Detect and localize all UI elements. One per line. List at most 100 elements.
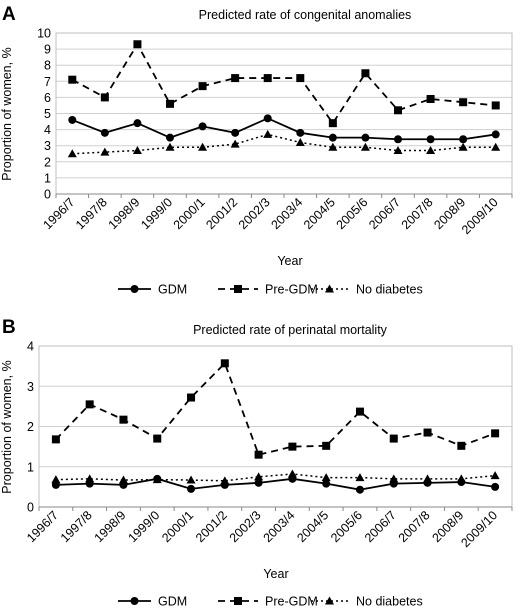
panel-a-y-tick-label: 1: [44, 171, 51, 185]
panel-b-data-point: [322, 479, 331, 488]
panel-b-data-point: [389, 479, 398, 488]
panel-b-data-point: [322, 441, 331, 450]
panel-a-series-gdm: [68, 114, 500, 144]
panel-a-x-tick-label: 2006/7: [366, 195, 403, 232]
panel-a-y-tick-label: 6: [44, 91, 51, 105]
panel-b-data-point: [220, 480, 229, 489]
panel-b-y-tick-label: 4: [27, 340, 34, 354]
panel-b-chart: B Predicted rate of perinatal mortality 0 1…: [0, 317, 513, 608]
panel-a-data-point: [361, 69, 370, 78]
panel-a-data-point: [426, 135, 435, 144]
panel-b-x-tick-label: 2005/6: [328, 508, 365, 545]
panel-b-series-gdm: [51, 474, 500, 494]
legend-marker: [325, 596, 334, 605]
panel-a-x-tick-label: 2002/3: [236, 195, 273, 232]
panel-a-data-point: [295, 137, 305, 146]
panel-b-x-tick-label: 1998/9: [92, 508, 129, 545]
panel-a-data-point: [100, 128, 109, 137]
panel-b-data-point: [355, 473, 365, 482]
panel-a-data-point: [491, 101, 500, 110]
panel-b-data-point: [153, 434, 162, 443]
panel-a-data-point: [166, 99, 174, 108]
panel-a-series-pre-gdm: [68, 40, 500, 128]
legend-marker: [130, 285, 139, 293]
panel-b-data-point: [288, 442, 297, 451]
panel-a-data-point: [296, 74, 305, 83]
panel-a-data-point: [328, 119, 337, 128]
panel-b-data-point: [186, 475, 196, 484]
panel-b-data-point: [254, 450, 263, 459]
panel-b-data-point: [85, 479, 94, 488]
panel-a-data-point: [68, 75, 77, 84]
panel-b-data-point: [254, 478, 263, 487]
panel-a-data-point: [393, 146, 403, 155]
legend-label: Pre-GDM: [265, 595, 318, 608]
panel-a-legend: GDM Pre-GDM No diabetes: [118, 283, 423, 297]
panel-b-data-point: [119, 415, 128, 424]
panel-a-series-line: [71, 42, 496, 125]
panel-b-series-pre-gdm: [51, 359, 500, 459]
panel-a-data-point: [68, 115, 77, 124]
panel-b-data-point: [85, 400, 94, 409]
legend-label: No diabetes: [356, 595, 423, 608]
panel-b-data-point: [254, 472, 264, 481]
panel-b-data-point: [287, 469, 297, 478]
panel-b-data-point: [423, 478, 432, 487]
panel-a-x-tick-label: 1998/9: [106, 195, 143, 232]
panel-a-y-tick-label: 5: [44, 107, 51, 121]
panel-a-y-tick-label: 8: [44, 59, 51, 73]
panel-a-x-axis-label: Year: [277, 254, 302, 268]
panel-b-data-point: [118, 475, 128, 484]
panel-a-data-point: [198, 122, 207, 131]
panel-b-data-point: [355, 485, 364, 494]
panel-b-legend: GDM Pre-GDM No diabetes: [118, 595, 423, 608]
panel-a-data-point: [328, 142, 338, 151]
legend-marker: [234, 597, 242, 605]
panel-a-x-tick-label: 1999/0: [138, 195, 175, 232]
panel-a-y-tick-label: 4: [44, 123, 51, 137]
panel-a-data-point: [263, 129, 273, 138]
panel-a-series-line: [71, 117, 496, 141]
panel-b-x-tick-label: 2000/1: [159, 508, 196, 545]
panel-b-data-point: [187, 393, 196, 402]
panel-a-x-tick-label: 2001/2: [203, 195, 240, 232]
panel-b-data-point: [490, 471, 500, 480]
panel-a-data-point: [166, 133, 174, 142]
panel-b-data-point: [220, 359, 229, 368]
panel-b-y-axis-label: Proportion of women, %: [0, 360, 14, 493]
panel-a-data-point: [296, 128, 305, 137]
panel-b-series-line: [55, 477, 496, 491]
panel-a-x-tick-label: 2003/4: [268, 195, 305, 232]
panel-a-data-point: [67, 149, 77, 158]
panel-b-x-tick-label: 2001/2: [193, 508, 230, 545]
panel-a-y-tick-label: 3: [44, 139, 51, 153]
panel-b-x-tick-label: 2003/4: [261, 508, 298, 545]
panel-a-data-point: [491, 130, 500, 139]
panel-a-chart: A Predicted rate of congenital anomalies 0…: [0, 4, 513, 297]
panel-a-title: Predicted rate of congenital anomalies: [199, 8, 412, 22]
panel-b-data-point: [85, 474, 95, 483]
panel-b-series-line: [55, 473, 496, 482]
panel-b-data-point: [389, 434, 398, 443]
panel-b-x-tick-label: 2009/10: [458, 508, 500, 550]
panel-b-data-point: [355, 407, 364, 416]
panel-b-title: Predicted rate of perinatal mortality: [193, 323, 388, 337]
panel-b-x-tick-label: 2006/7: [362, 508, 399, 545]
panel-a-data-point: [426, 146, 436, 155]
panel-a-x-tick-label: 2004/5: [301, 195, 338, 232]
panel-a-data-point: [394, 135, 402, 144]
legend-marker: [325, 284, 334, 293]
panel-a-x-tick-label: 2007/8: [399, 195, 436, 232]
panel-b-x-tick-label: 2007/8: [396, 508, 433, 545]
panel-a-data-point: [100, 93, 109, 102]
panel-a-x-tick-label: 2009/10: [459, 195, 501, 237]
legend-label: GDM: [158, 283, 187, 297]
panel-b-data-point: [119, 480, 128, 489]
panel-a-data-point: [458, 142, 468, 151]
legend-marker: [130, 597, 139, 605]
panel-a-series-line: [72, 133, 496, 155]
panel-a-data-point: [231, 128, 240, 137]
panel-a-data-point: [133, 119, 142, 128]
panel-a-data-point: [328, 133, 337, 142]
